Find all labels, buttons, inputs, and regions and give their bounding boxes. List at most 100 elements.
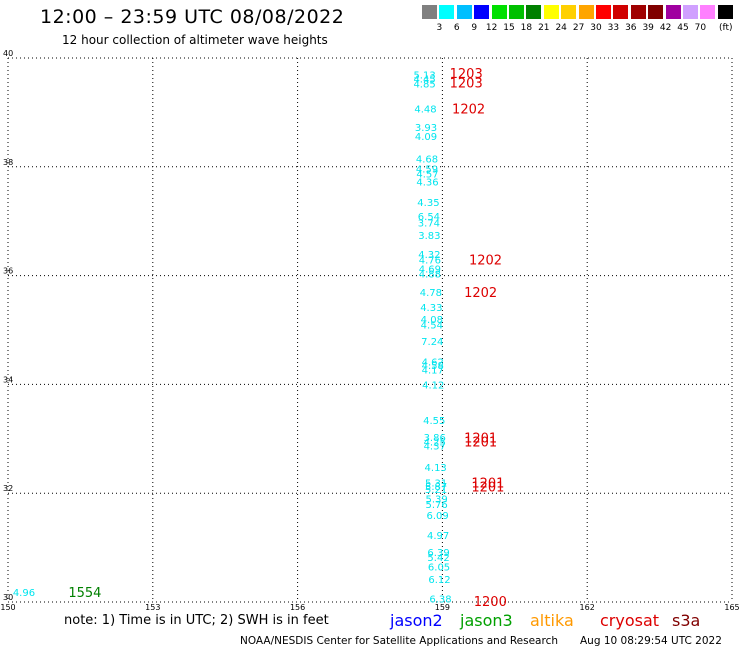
swh-value-label: 5.39 [426,495,448,506]
legend-swatch [665,5,681,19]
swh-value-label: 4.12 [422,380,444,391]
legend-swatch [578,5,594,19]
swh-value-label: 4.25 [424,438,446,449]
swh-value-label: 3.86 [424,433,446,444]
time-labels: 1203120312021202120212011201120112011200… [68,67,507,610]
swh-value-label: 4.48 [414,105,436,116]
x-tick-label: 153 [145,603,160,612]
y-tick-label: 40 [3,49,13,58]
swh-value-label: 4.59 [416,164,438,175]
swh-value-label: 5.13 [413,70,435,81]
legend-label: 9 [471,23,478,33]
legend-label: 33 [607,23,620,33]
legend-swatch [717,5,733,19]
swh-value-label: 4.76 [419,255,441,266]
legend-label: 15 [503,23,515,33]
swh-value-label: 5.21 [425,485,447,496]
time-label: 1201 [464,432,497,447]
time-label: 1203 [450,67,483,82]
generated-timestamp: Aug 10 08:29:54 UTC 2022 [580,635,722,647]
legend-unit: (ft) [719,23,733,33]
swh-value-label: 6.09 [426,511,448,522]
time-label: 1202 [464,286,497,301]
legend-label: 30 [590,23,602,33]
swh-value-label: 3.74 [418,218,440,229]
swh-value-label: 5.76 [426,500,448,511]
swh-value-label: 4.55 [423,416,445,427]
time-label: 1201 [471,476,504,491]
legend-swatch [474,5,490,19]
swh-value-label: 5.31 [425,478,447,489]
swh-value-label: 3.83 [418,231,440,242]
y-tick-label: 34 [3,375,13,384]
satellite-s3a: s3a [672,611,701,630]
legend-swatch [683,5,698,19]
time-label: 1202 [452,103,485,118]
legend-swatch [596,5,611,19]
satellite-jason2: jason2 [390,611,443,630]
legend-label: 6 [453,23,460,33]
legend-label: 27 [572,23,585,33]
swh-value-label: 4.45 [413,75,435,86]
swh-value-label: 4.35 [417,198,439,209]
y-tick-label: 36 [3,267,13,276]
swh-value-label: 4.54 [421,321,443,332]
legend-label: 18 [520,23,533,33]
time-label: 1201 [471,481,504,496]
swh-value-label: 4.88 [419,269,441,280]
swh-value-label: 6.12 [428,575,450,586]
y-tick-label: 30 [3,593,13,602]
legend-label: 70 [694,23,707,33]
legend-label: 39 [642,23,654,33]
footnote: note: 1) Time is in UTC; 2) SWH is in fe… [64,613,329,628]
swh-value-label: 4.17 [422,366,444,377]
grid-lines [8,58,732,602]
satellite-cryosat: cryosat [600,611,660,630]
legend-swatch [491,5,507,19]
legend-swatch [422,5,437,19]
satellite-jason3: jason3 [460,611,513,630]
x-tick-label: 165 [724,603,739,612]
swh-value-label: 4.33 [420,303,442,314]
swh-value-label: 4.09 [415,132,437,143]
swh-value-label: 5.87 [425,482,447,493]
axis-tick-labels: 150 153 156 159 162 165 30 32 34 36 38 40 [0,49,739,612]
legend-swatch [526,5,542,19]
swh-value-label: 4.37 [424,441,446,452]
swh-value-label: 4.58 [422,361,444,372]
y-tick-label: 32 [3,484,13,493]
legend-swatch [700,5,716,19]
swh-value-label: 4.97 [427,531,449,542]
swh-point-labels: 5.134.454.85 4.48 3.934.09 4.684.594.574.36… [13,70,452,605]
x-tick-label: 162 [580,603,595,612]
chart-title: 12:00 – 23:59 UTC 08/08/2022 [40,6,345,28]
legend-swatch [648,5,664,19]
swh-value-label: 4.69 [419,265,441,276]
legend-swatch [613,5,629,19]
legend-swatch [509,5,524,19]
chart-subtitle: 12 hour collection of altimeter wave hei… [62,33,328,47]
legend-label: 24 [555,23,567,33]
swh-value-label: 4.68 [416,155,438,166]
swh-value-label: 4.78 [420,288,442,299]
y-tick-label: 38 [3,158,13,167]
swh-value-label: 6.05 [428,563,450,574]
credit-text: NOAA/NESDIS Center for Satellite Applica… [240,635,558,647]
time-label: 1202 [469,253,502,268]
swh-value-label: 7.24 [421,337,443,348]
x-tick-label: 150 [0,603,15,612]
legend-label: 36 [625,23,637,33]
time-label: 1201 [464,436,497,451]
swh-value-label: 4.62 [422,358,444,369]
legend-swatch [543,5,559,19]
legend-label: 42 [659,23,672,33]
legend-label: 12 [485,23,498,33]
swh-value-label: 3.93 [415,123,437,134]
swh-value-label: 4.32 [418,250,440,261]
swh-value-label: 6.54 [418,212,440,223]
time-label: 1200 [474,595,507,610]
time-label: 1554 [68,586,101,601]
legend-swatch [561,5,577,19]
swh-value-label: 6.38 [429,595,451,606]
